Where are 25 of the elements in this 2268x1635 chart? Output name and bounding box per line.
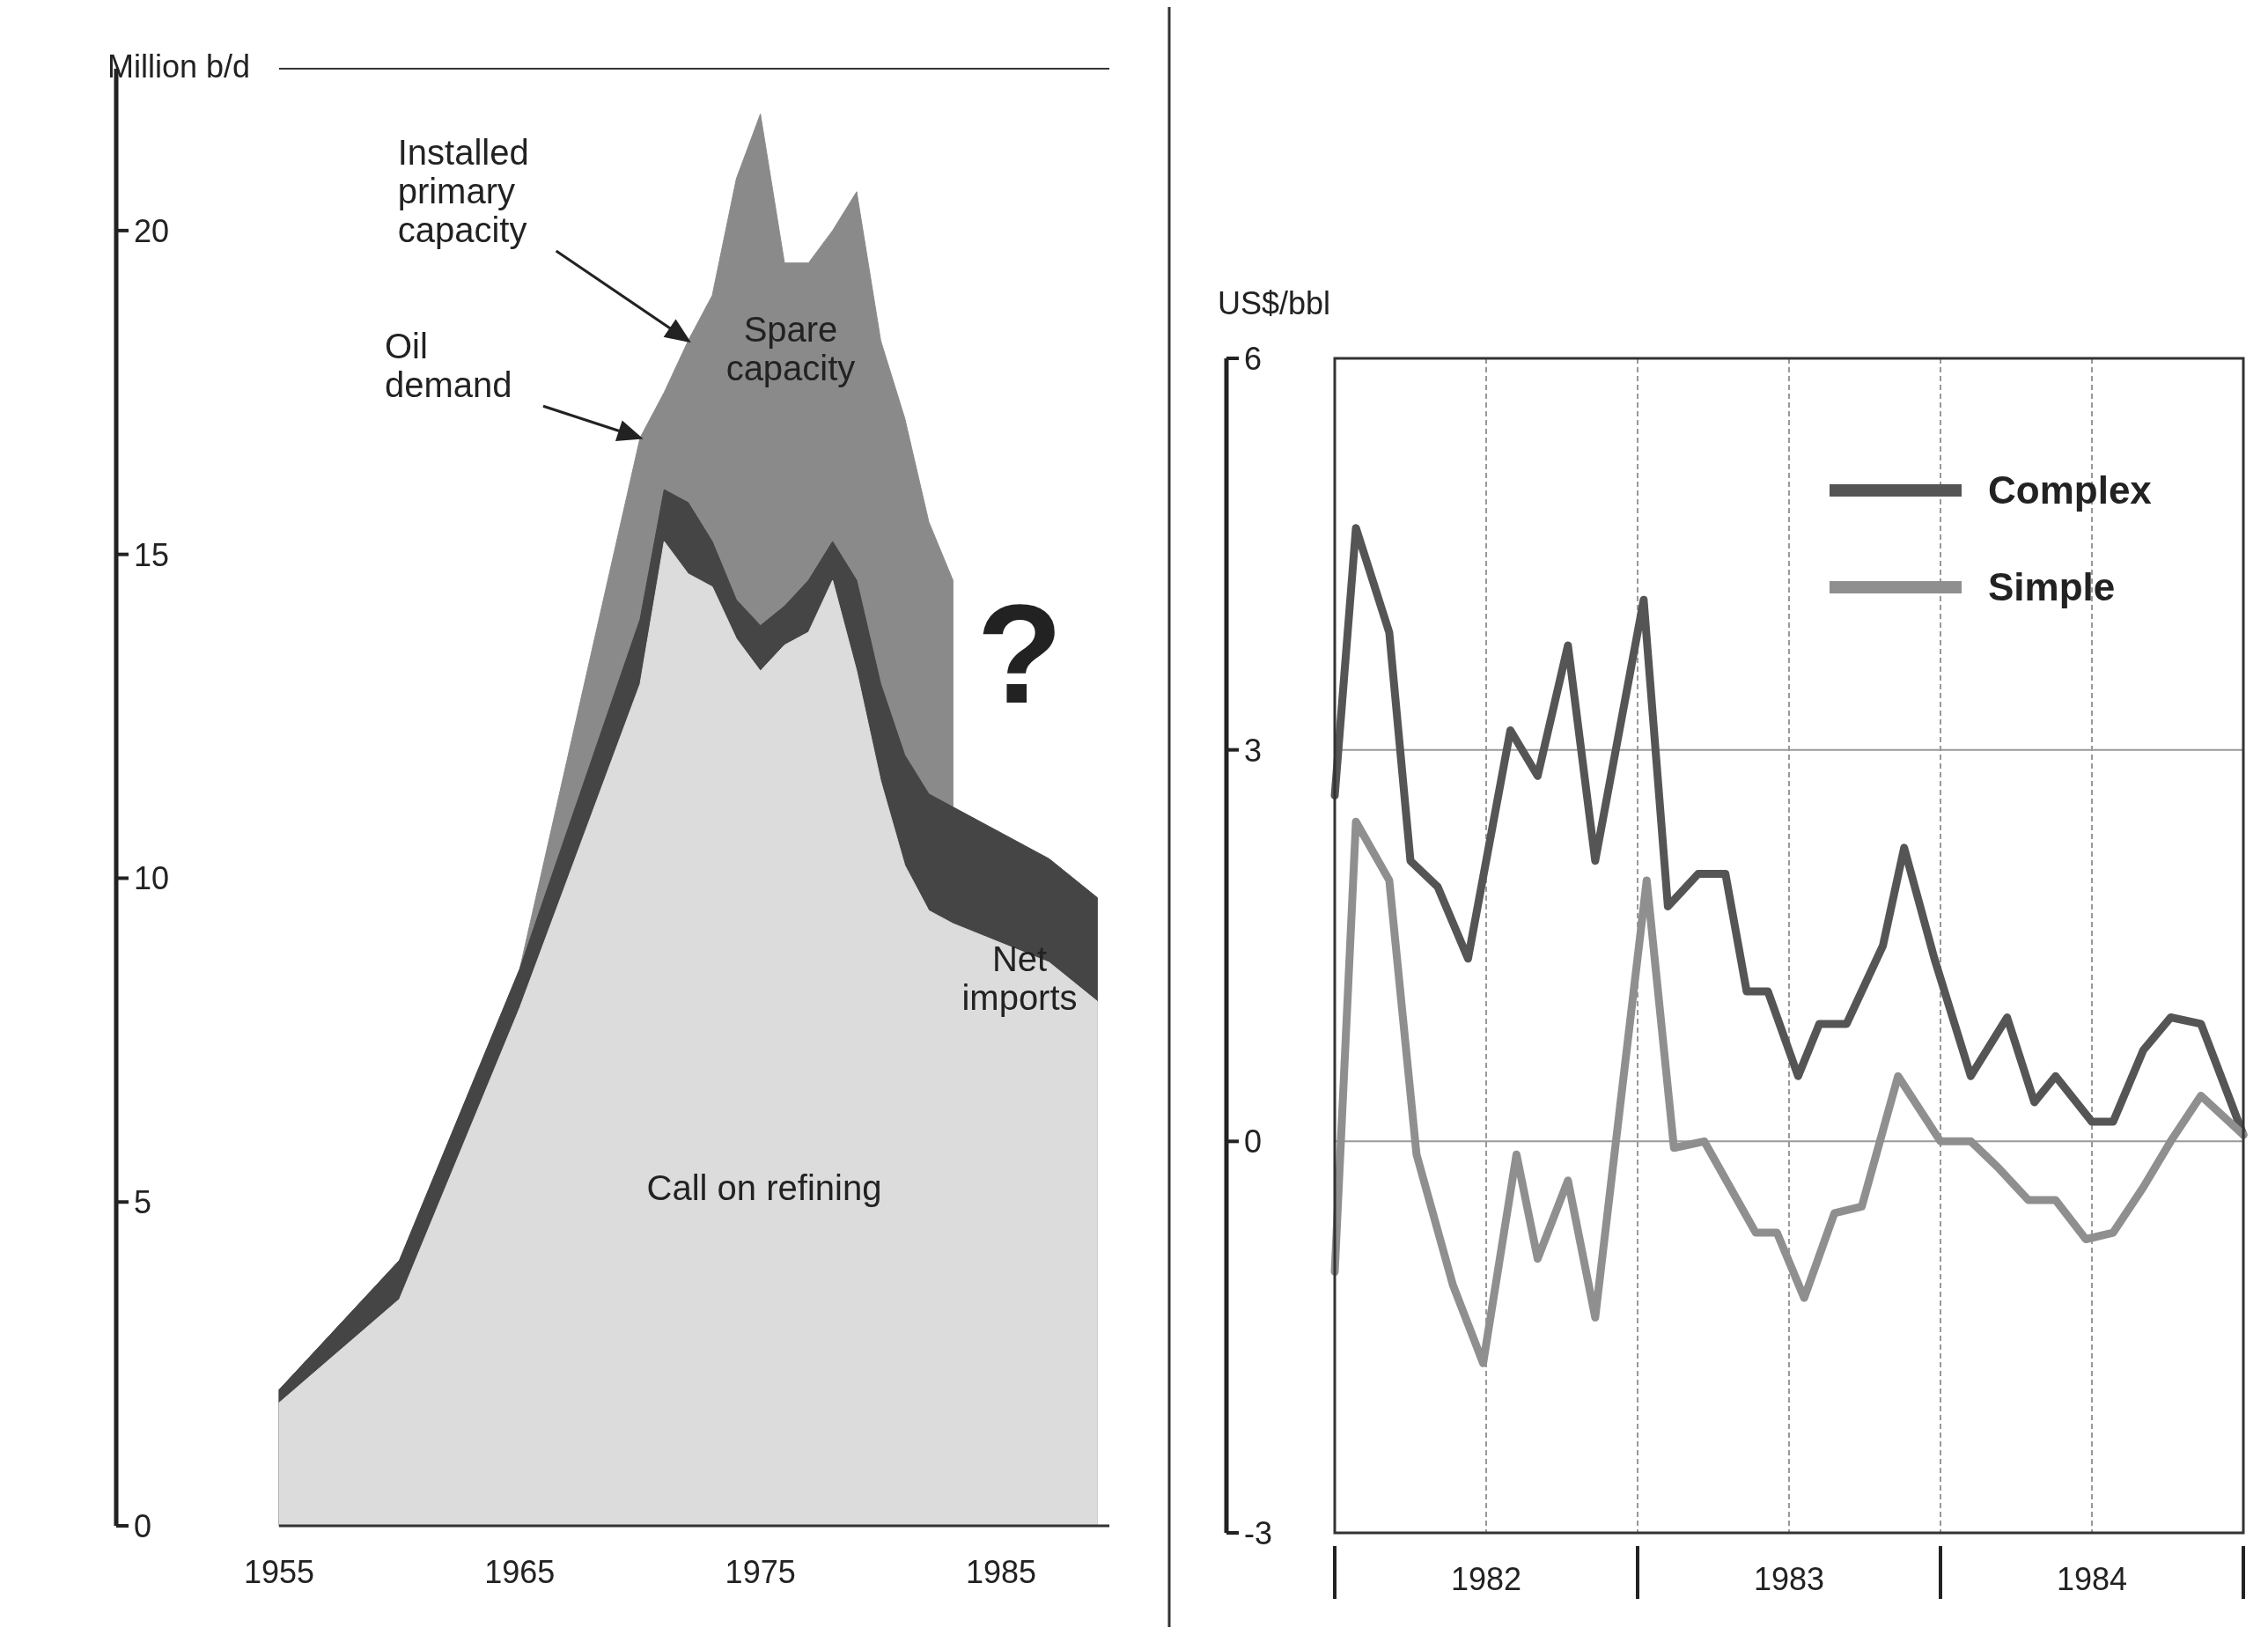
y-tick-label: 20 (134, 212, 170, 249)
y-axis-title: Million b/d (107, 48, 251, 85)
y-tick-label: 3 (1244, 732, 1263, 769)
legend-label: Simple (1988, 565, 2116, 608)
annotation: ? (976, 575, 1063, 733)
x-tick-label: 1984 (2056, 1561, 2128, 1597)
legend-label: Complex (1988, 468, 2153, 512)
x-tick-label: 1975 (725, 1554, 796, 1590)
x-tick-label: 1982 (1450, 1561, 1522, 1597)
y-tick-label: 6 (1244, 341, 1263, 377)
x-tick-label: 1985 (965, 1554, 1037, 1590)
y-tick-label: 0 (134, 1508, 152, 1544)
x-tick-label: 1983 (1753, 1561, 1825, 1597)
x-tick-label: 1955 (243, 1554, 315, 1590)
annotation: Installed primary capacity (397, 132, 529, 249)
y-tick-label: 5 (134, 1184, 152, 1221)
y-tick-label: 0 (1244, 1123, 1263, 1160)
y-axis-title: US$/bbl (1218, 285, 1331, 321)
annotation: Spare capacity (725, 310, 856, 387)
annotation: Oil demand (385, 327, 512, 405)
y-tick-label: -3 (1244, 1515, 1273, 1551)
y-tick-label: 15 (134, 536, 170, 573)
annotation: Call on refining (646, 1168, 882, 1207)
x-tick-label: 1965 (484, 1554, 556, 1590)
y-tick-label: 10 (134, 860, 170, 897)
